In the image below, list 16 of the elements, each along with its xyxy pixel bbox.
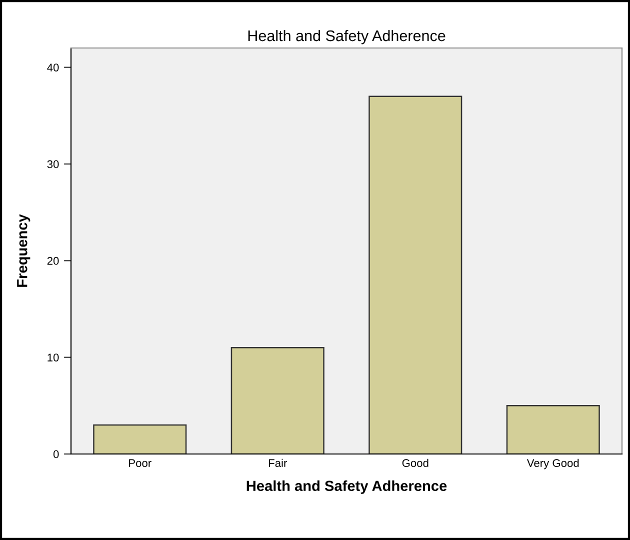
y-axis-title: Frequency	[17, 214, 30, 287]
bar	[93, 424, 187, 454]
y-tick-label: 0	[53, 450, 59, 458]
bar	[506, 405, 600, 454]
bar	[368, 96, 462, 454]
x-tick-label: Very Good	[526, 458, 579, 470]
chart-title: Health and Safety Adherence	[248, 30, 446, 44]
x-tick-label: Poor	[129, 459, 152, 468]
x-tick-label: Fair	[268, 458, 288, 468]
y-tick-label: 40	[47, 64, 59, 72]
y-tick-label: 10	[48, 354, 59, 362]
bar	[230, 347, 324, 454]
x-axis-title: Health and Safety Adherence	[246, 480, 447, 494]
y-tick-label: 20	[47, 256, 59, 265]
y-tick-label: 30	[47, 160, 59, 168]
x-tick-label: Good	[402, 458, 428, 468]
